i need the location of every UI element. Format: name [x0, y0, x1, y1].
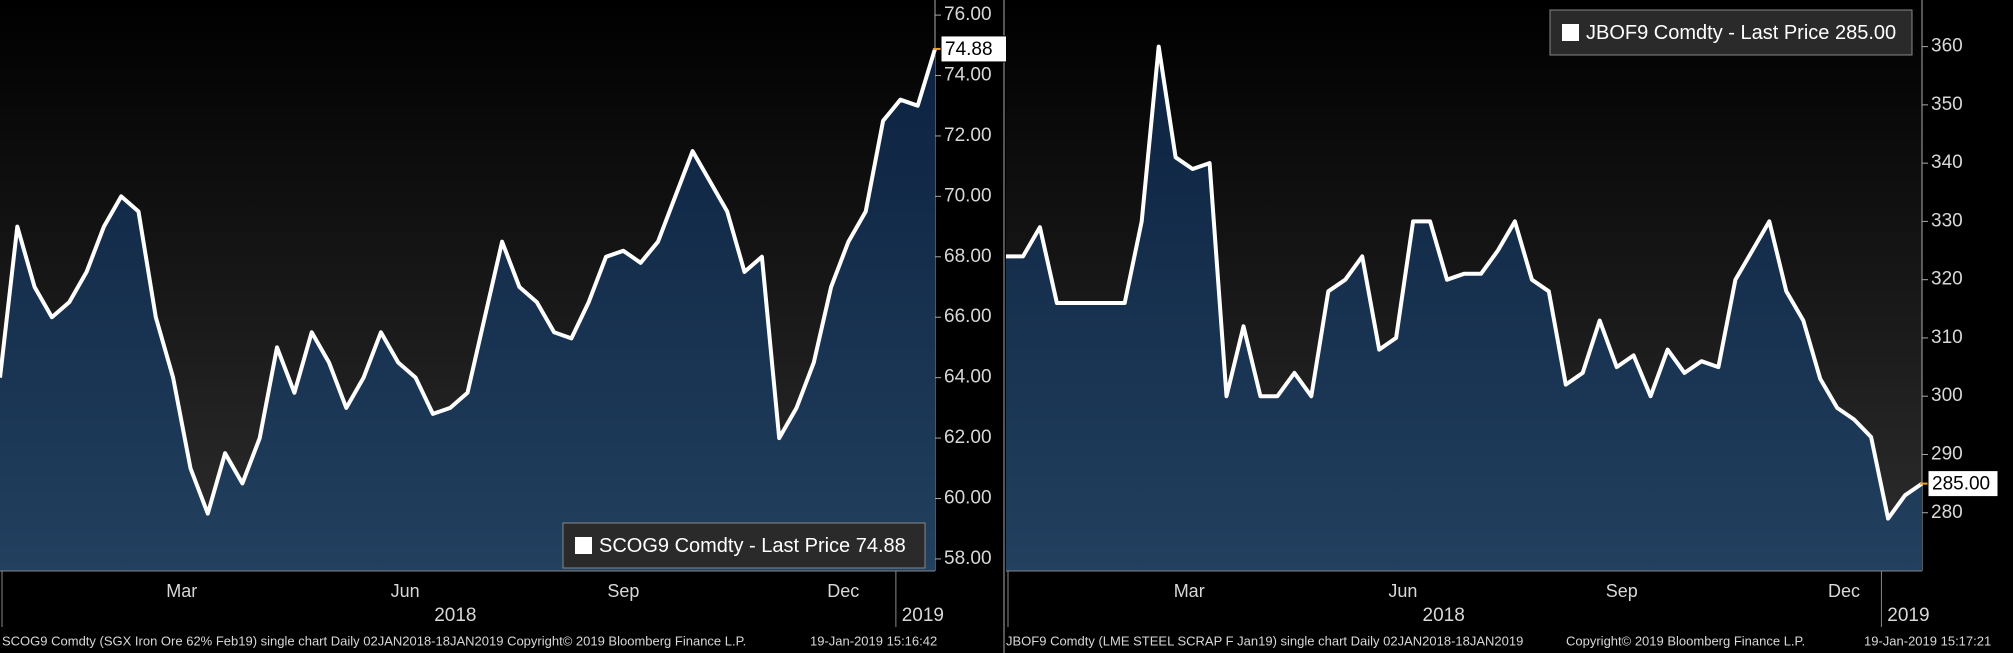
area [0, 48, 935, 571]
x-tick-label: Sep [607, 581, 639, 601]
y-tick-label: 64.00 [944, 367, 992, 388]
legend-swatch [1562, 24, 1579, 41]
year-label: 2019 [1887, 605, 1929, 626]
y-tick-label: 340 [1931, 152, 1963, 173]
x-tick-label: Jun [1388, 581, 1417, 601]
y-tick-label: 66.00 [944, 306, 992, 327]
y-tick-label: 70.00 [944, 185, 992, 206]
x-tick-label: Jun [391, 581, 420, 601]
legend-label: JBOF9 Comdty - Last Price 285.00 [1586, 22, 1896, 44]
x-tick-label: Mar [1174, 581, 1205, 601]
legend-swatch [575, 537, 592, 554]
y-tick-label: 58.00 [944, 548, 992, 569]
y-tick-label: 300 [1931, 385, 1963, 406]
x-tick-label: Sep [1606, 581, 1638, 601]
x-tick-label: Dec [1828, 581, 1860, 601]
footer-text: 19-Jan-2019 15:17:21 [1864, 633, 1991, 648]
x-tick-label: Dec [827, 581, 859, 601]
line [0, 48, 937, 516]
y-tick-label: 290 [1931, 443, 1963, 464]
legend-box [562, 522, 926, 569]
footer-text: SCOG9 Comdty (SGX Iron Ore 62% Feb19) si… [2, 633, 746, 648]
last-price-box [1927, 470, 1999, 498]
last-price-box [940, 35, 1012, 63]
y-tick-label: 310 [1931, 327, 1963, 348]
x-tick-label: Mar [166, 581, 197, 601]
y-tick-label: 350 [1931, 94, 1963, 115]
area [1006, 46, 1922, 572]
y-tick-label: 76.00 [944, 4, 992, 25]
y-tick-label: 330 [1931, 210, 1963, 231]
footer-text: JBOF9 Comdty (LME STEEL SCRAP F Jan19) s… [1006, 633, 1523, 648]
footer-text: Copyright© 2019 Bloomberg Finance L.P. [1566, 633, 1805, 648]
year-label: 2019 [902, 605, 944, 626]
y-tick-label: 320 [1931, 269, 1963, 290]
legend-box [1549, 9, 1913, 56]
y-tick-label: 62.00 [944, 427, 992, 448]
year-label: 2018 [1423, 605, 1465, 626]
legend-label: SCOG9 Comdty - Last Price 74.88 [599, 535, 906, 557]
y-tick-label: 360 [1931, 36, 1963, 57]
y-tick-label: 74.00 [944, 65, 992, 86]
footer-text: 19-Jan-2019 15:16:42 [810, 633, 937, 648]
last-price-label: 74.88 [945, 39, 993, 60]
y-tick-label: 68.00 [944, 246, 992, 267]
y-tick-label: 72.00 [944, 125, 992, 146]
y-tick-label: 60.00 [944, 488, 992, 509]
year-label: 2018 [434, 605, 476, 626]
y-tick-label: 280 [1931, 502, 1963, 523]
last-price-label: 285.00 [1932, 474, 1990, 495]
line [1006, 44, 1924, 521]
